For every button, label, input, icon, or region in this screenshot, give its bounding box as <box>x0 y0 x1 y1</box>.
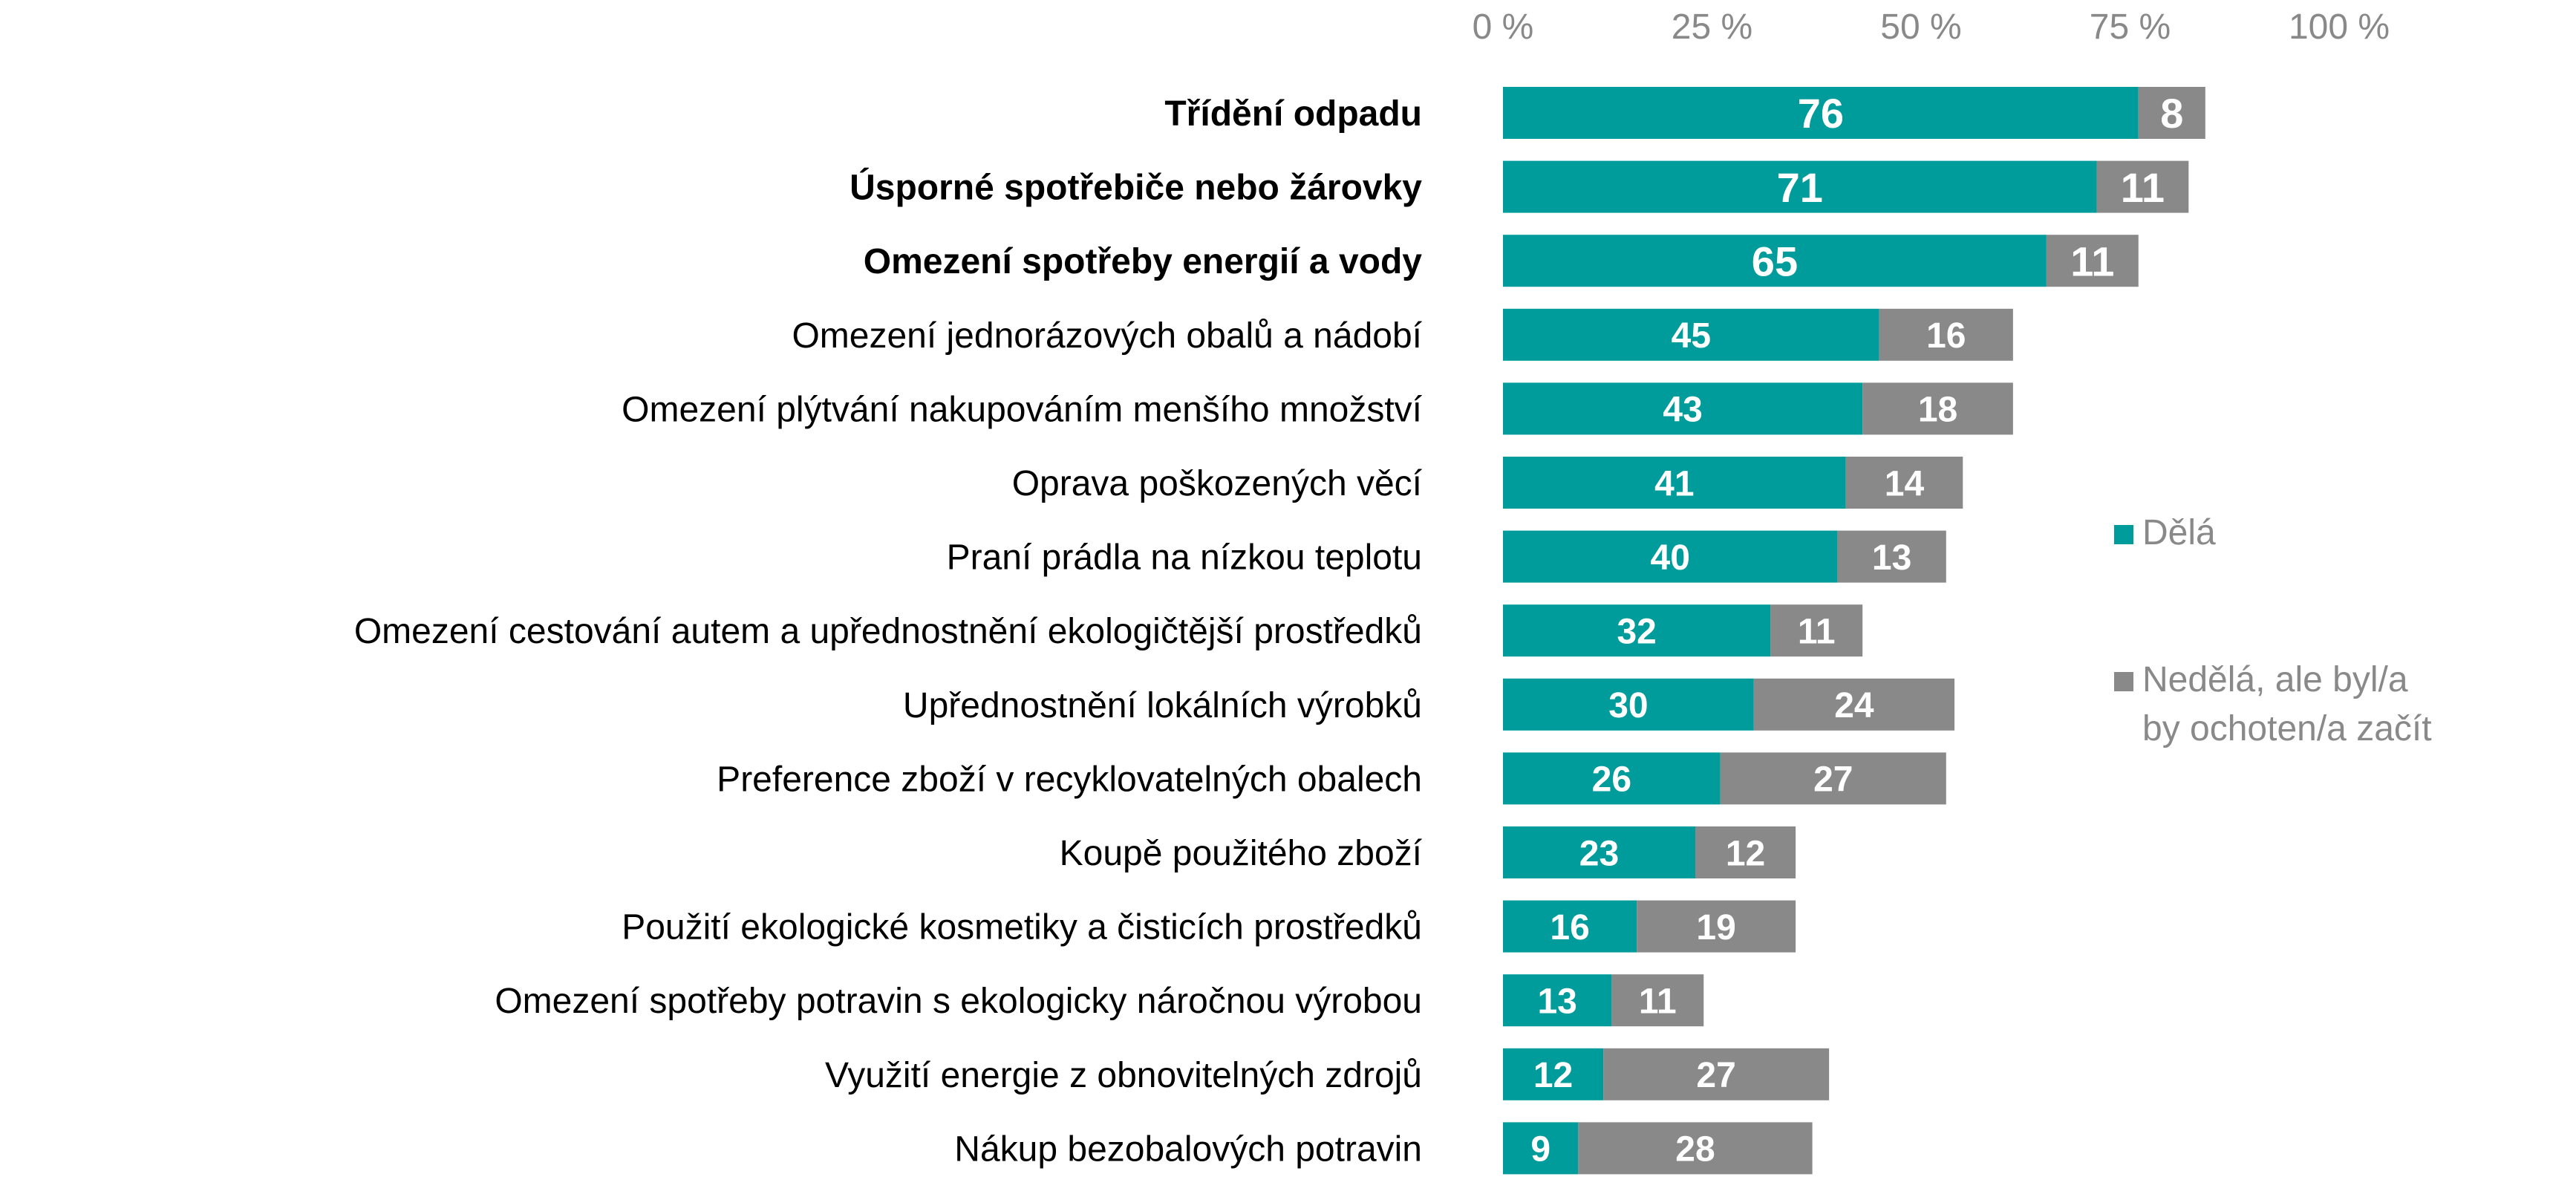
data-label: 71 <box>1777 164 1823 211</box>
category-label: Nákup bezobalových potravin <box>954 1129 1422 1169</box>
category-label: Omezení plýtvání nakupováním menšího mno… <box>622 390 1423 429</box>
bar-segment-dela <box>1503 160 2097 213</box>
category-label: Oprava poškozených věcí <box>1012 464 1423 503</box>
bar-segment-nedela <box>1578 1122 1813 1175</box>
data-label: 14 <box>1885 464 1925 503</box>
bar-segment-nedela <box>1770 604 1863 657</box>
data-label: 43 <box>1663 391 1702 430</box>
bar-segment-nedela <box>1720 752 1946 805</box>
data-label: 12 <box>1726 834 1765 873</box>
data-label: 45 <box>1672 316 1711 356</box>
category-label: Koupě použitého zboží <box>1060 834 1423 873</box>
category-label: Omezení spotřeby potravin s ekologicky n… <box>495 982 1422 1021</box>
category-label: Praní prádla na nízkou teplotu <box>947 538 1422 578</box>
bar-segment-nedela <box>1603 1048 1830 1100</box>
category-label: Upřednostnění lokálních výrobků <box>903 686 1422 725</box>
data-label: 26 <box>1592 760 1631 800</box>
data-label: 11 <box>2121 164 2165 211</box>
x-tick-label: 50 % <box>1880 7 1961 47</box>
bar-segment-dela <box>1503 1122 1579 1175</box>
bar-segment-nedela <box>2138 87 2205 139</box>
bar-segment-dela <box>1503 604 1771 657</box>
legend-swatch-dela <box>2114 525 2133 544</box>
data-label: 27 <box>1696 1056 1735 1095</box>
bar-segment-dela <box>1503 900 1637 953</box>
bar-segment-nedela <box>2096 160 2189 213</box>
bar-segment-dela <box>1503 974 1612 1027</box>
bar-segment-dela <box>1503 678 1754 731</box>
x-tick-label: 100 % <box>2289 7 2390 47</box>
data-label: 24 <box>1834 686 1874 725</box>
category-label: Omezení spotřeby energií a vody <box>864 242 1423 281</box>
data-label: 11 <box>1798 612 1836 651</box>
legend-label-nedela: by ochoten/a začít <box>2142 709 2432 748</box>
category-label: Třídění odpadu <box>1164 94 1422 134</box>
data-label: 65 <box>1752 238 1798 284</box>
bars: 76 8 71 11 65 11 45 16 43 18 41 14 40 13 32 11 30 24 26 27 2… <box>1503 87 2205 1175</box>
data-label: 16 <box>1550 908 1589 947</box>
bar-segment-nedela <box>1695 826 1796 878</box>
data-label: 11 <box>1639 982 1677 1021</box>
legend-label-nedela: Nedělá, ale byl/a <box>2142 660 2408 699</box>
data-label: 13 <box>1872 538 1911 578</box>
category-labels: Třídění odpadu Úsporné spotřebiče nebo žá… <box>354 94 1423 1169</box>
bar-segment-dela <box>1503 457 1846 509</box>
data-label: 8 <box>2160 90 2183 137</box>
bar-segment-nedela <box>1837 530 1946 583</box>
bar-segment-nedela <box>1611 974 1704 1027</box>
category-label: Využití energie z obnovitelných zdrojů <box>825 1056 1422 1095</box>
legend-label-dela: Dělá <box>2142 513 2216 552</box>
x-tick-label: 75 % <box>2090 7 2171 47</box>
data-label: 32 <box>1617 612 1656 651</box>
bar-segment-dela <box>1503 530 1838 583</box>
bar-segment-nedela <box>2046 235 2139 287</box>
category-label: Omezení jednorázových obalů a nádobí <box>792 316 1422 356</box>
category-label: Použití ekologické kosmetiky a čisticích… <box>622 908 1422 947</box>
data-label: 28 <box>1675 1130 1715 1169</box>
bar-segment-dela <box>1503 87 2139 139</box>
x-axis-ticks: 0 % 25 % 50 % 75 % 100 % <box>1473 7 2390 47</box>
bar-segment-dela <box>1503 826 1695 878</box>
bar-segment-nedela <box>1845 457 1963 509</box>
data-label: 19 <box>1696 908 1735 947</box>
bar-segment-dela <box>1503 235 2047 287</box>
bar-segment-dela <box>1503 382 1863 435</box>
category-label: Preference zboží v recyklovatelných obal… <box>717 760 1422 799</box>
bar-segment-nedela <box>1879 308 2013 361</box>
data-label: 12 <box>1533 1056 1573 1095</box>
data-label: 76 <box>1798 90 1844 137</box>
bar-segment-nedela <box>1862 382 2013 435</box>
category-label: Úsporné spotřebiče nebo žárovky <box>850 167 1422 208</box>
bar-segment-dela <box>1503 752 1721 805</box>
data-label: 9 <box>1530 1130 1551 1169</box>
bar-segment-nedela <box>1637 900 1796 953</box>
data-label: 18 <box>1918 391 1957 430</box>
x-tick-label: 25 % <box>1672 7 1752 47</box>
bar-segment-dela <box>1503 1048 1604 1100</box>
data-label: 13 <box>1537 982 1576 1021</box>
legend-swatch-nedela <box>2114 672 2133 691</box>
data-label: 40 <box>1651 538 1690 578</box>
bar-segment-nedela <box>1753 678 1955 731</box>
bar-segment-dela <box>1503 308 1879 361</box>
legend: Dělá Nedělá, ale byl/a by ochoten/a začít <box>2114 513 2432 748</box>
data-label: 16 <box>1926 316 1966 356</box>
data-label: 27 <box>1813 760 1853 800</box>
data-label: 23 <box>1579 834 1619 873</box>
data-label: 11 <box>2070 238 2114 284</box>
data-label: 30 <box>1608 686 1648 725</box>
data-label: 41 <box>1654 464 1694 503</box>
x-tick-label: 0 % <box>1473 7 1534 47</box>
category-label: Omezení cestování autem a upřednostnění … <box>354 612 1422 651</box>
